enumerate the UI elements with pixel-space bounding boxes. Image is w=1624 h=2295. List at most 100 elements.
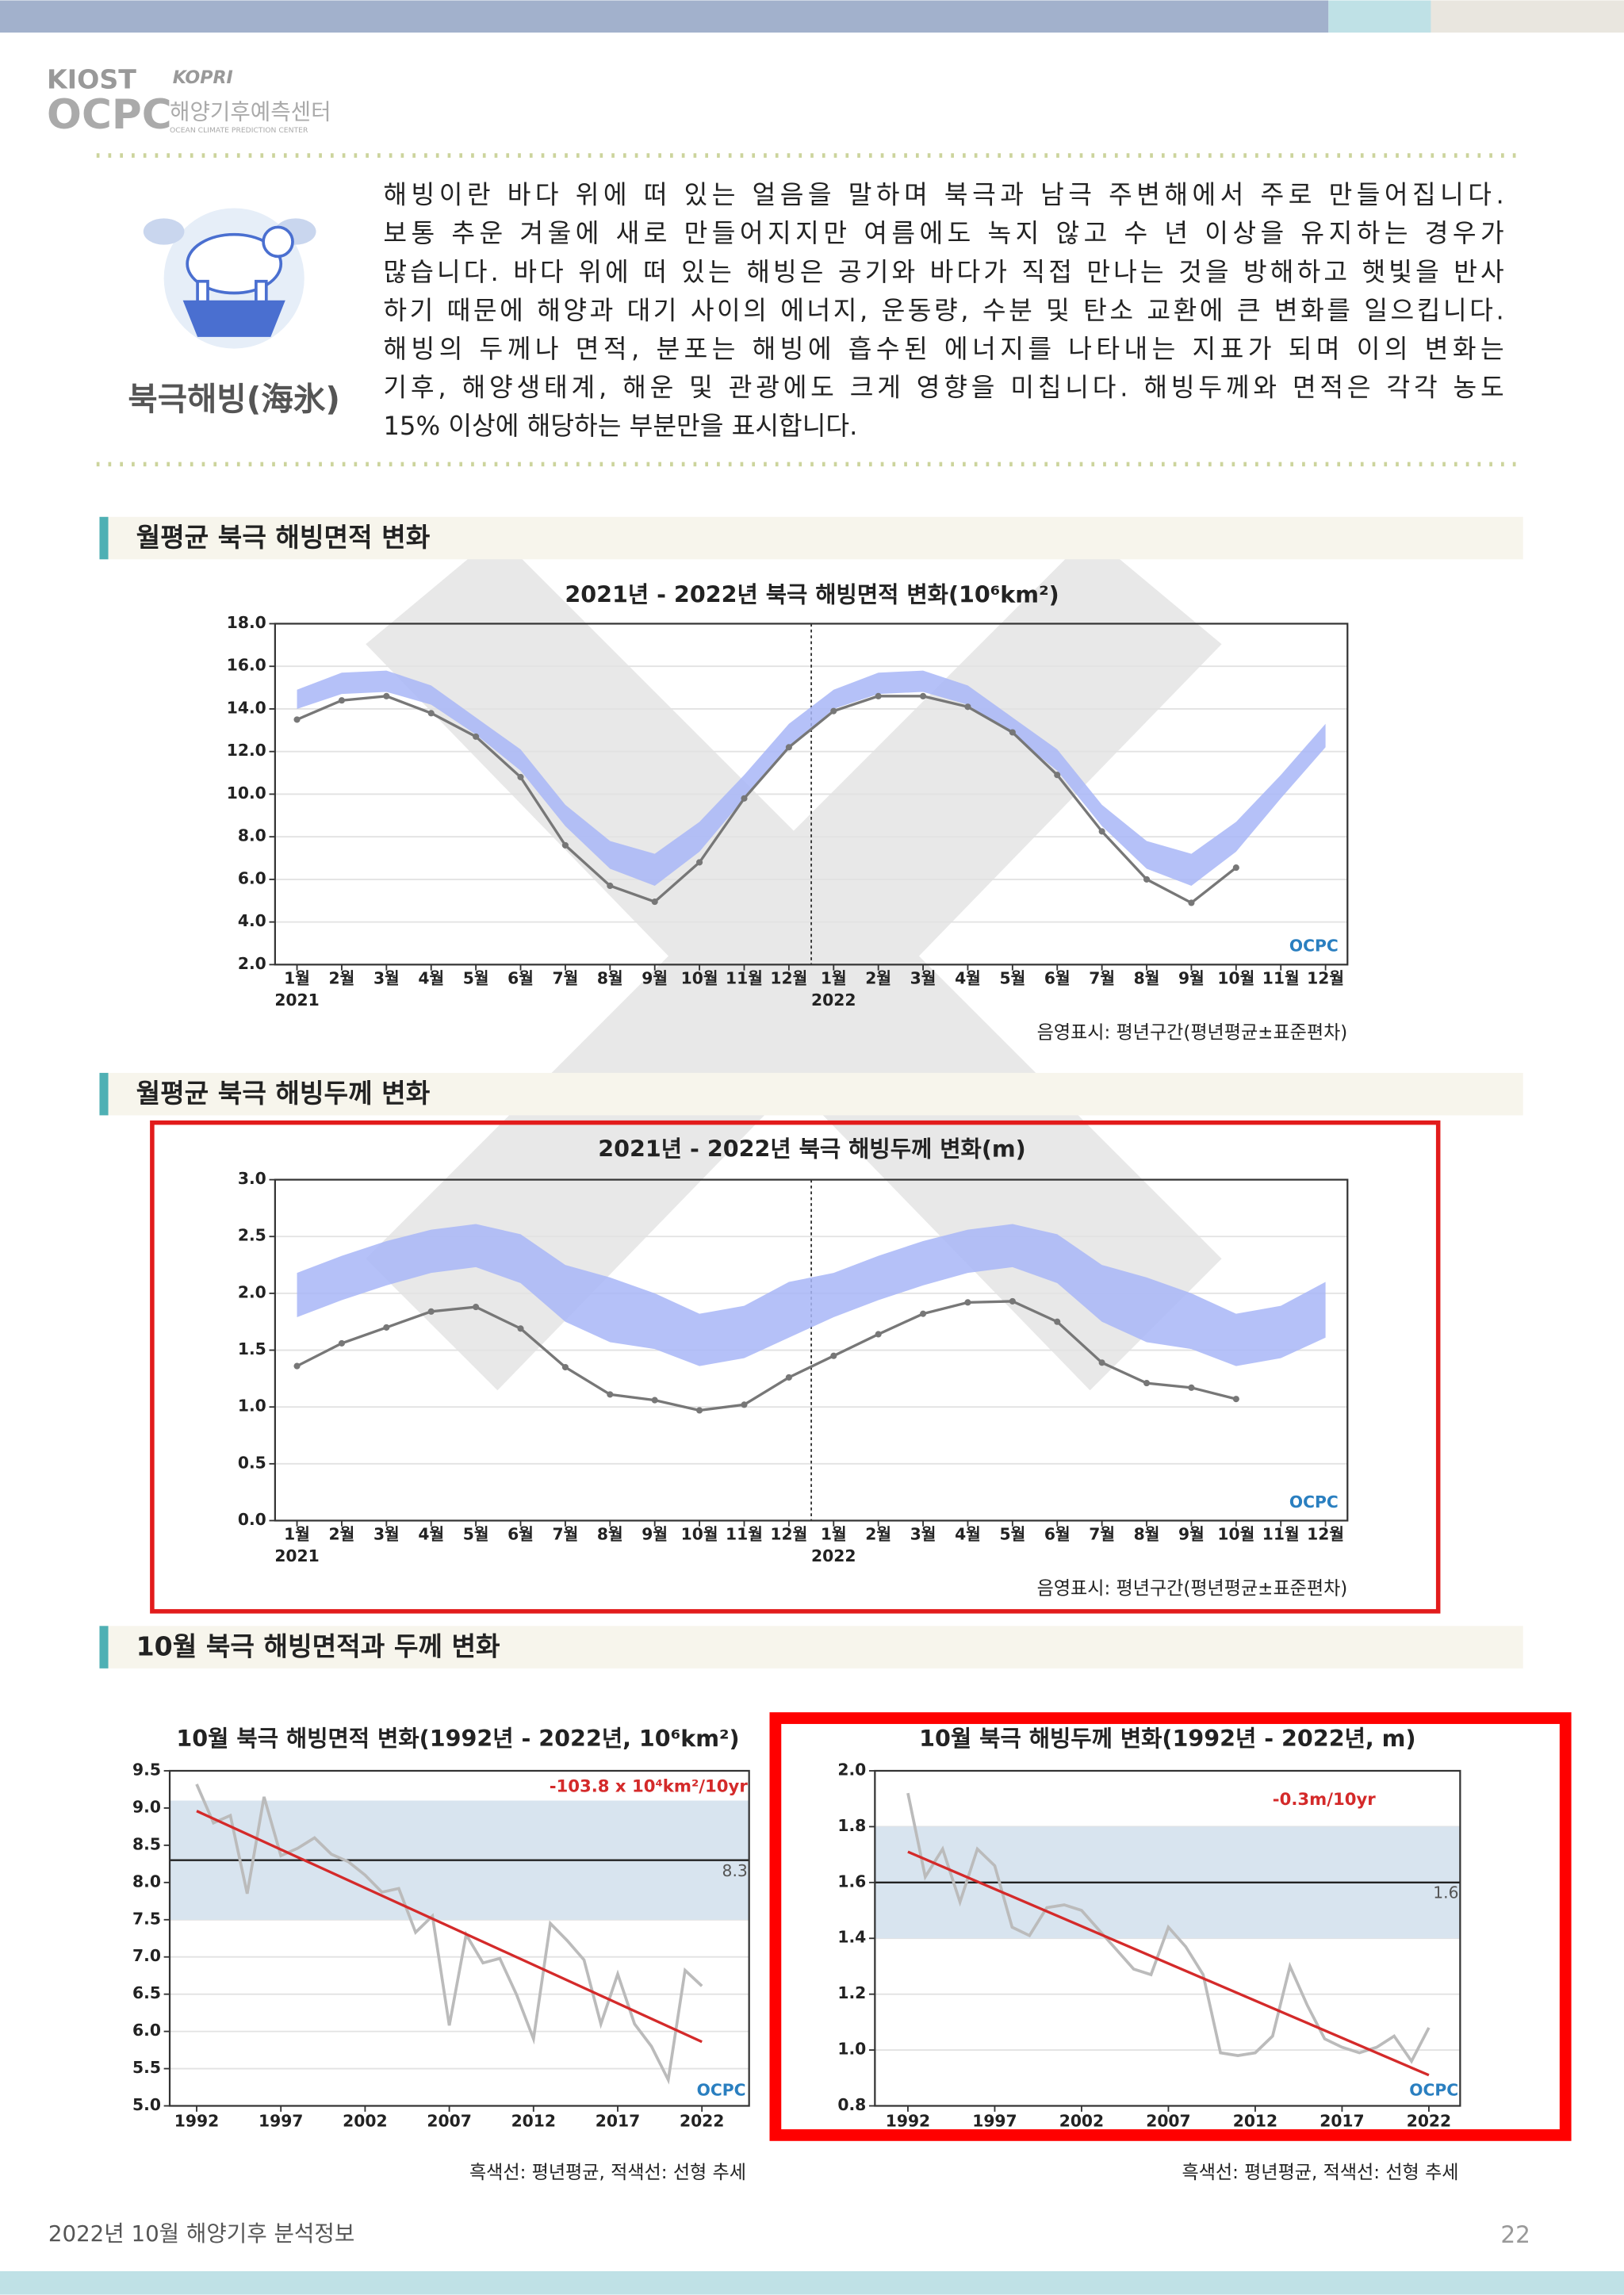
section-title: 월평균 북극 해빙두께 변화 — [136, 1078, 431, 1109]
data-line — [906, 1792, 1431, 2064]
x-tick-label: 8월 — [597, 968, 623, 987]
section-marker — [99, 1626, 109, 1669]
year-label: 2021 — [274, 1546, 319, 1565]
year-label: 2022 — [811, 990, 856, 1010]
x-tick-label: 7월 — [553, 968, 579, 987]
data-point — [1054, 1318, 1061, 1325]
logo-text: OCPC — [47, 91, 172, 139]
data-point — [561, 841, 569, 849]
chart-logo: OCPC — [1409, 2081, 1458, 2100]
top-bar — [1431, 0, 1624, 33]
data-point — [293, 1362, 301, 1370]
section-title: 월평균 북극 해빙면적 변화 — [136, 522, 431, 553]
y-tick-label: 7.5 — [132, 1909, 161, 1928]
x-tick-label: 4월 — [418, 1524, 444, 1543]
data-point — [338, 1339, 345, 1347]
data-point — [517, 773, 524, 780]
section-marker — [99, 516, 109, 560]
y-tick-label: 1.5 — [238, 1339, 266, 1358]
data-point — [920, 692, 927, 699]
data-point — [607, 882, 614, 890]
data-point — [875, 1331, 882, 1338]
x-tick-label: 5월 — [999, 1524, 1025, 1543]
section-bg — [99, 1626, 1523, 1669]
intro-text: 해빙이란 바다 위에 떠 있는 얼음을 말하며 북극과 남극 주변해에서 주로 … — [383, 180, 1503, 441]
x-tick-label: 3월 — [373, 1524, 400, 1543]
trend-line — [907, 1850, 1430, 2077]
y-tick-label: 6.0 — [132, 2021, 161, 2040]
chart-title: 2021년 - 2022년 북극 해빙면적 변화(10⁶km²) — [565, 580, 1059, 607]
y-tick-label: 0.0 — [238, 1510, 266, 1529]
normal-band — [297, 670, 1326, 886]
intro-line: 해빙이란 바다 위에 떠 있는 얼음을 말하며 북극과 남극 주변해에서 주로 … — [383, 180, 1503, 210]
mean-label: 8.3 — [722, 1861, 748, 1880]
chart-logo: OCPC — [1289, 1492, 1339, 1511]
plot-frame — [168, 1769, 750, 2107]
y-tick-label: 7.0 — [132, 1946, 161, 1965]
y-tick-label: 1.0 — [238, 1397, 266, 1416]
x-tick-label: 2월 — [329, 1524, 355, 1543]
intro-line: 하기 때문에 해양과 대기 사이의 에너지, 운동량, 수분 및 탄소 교환에 … — [383, 295, 1503, 325]
x-tick-label: 1992 — [886, 2111, 930, 2130]
data-line — [296, 695, 1237, 905]
mean-label: 1.6 — [1433, 1883, 1458, 1902]
data-point — [696, 859, 703, 866]
y-tick-label: 5.5 — [132, 2058, 161, 2077]
data-point — [383, 692, 390, 699]
intro-line: 보통 추운 겨울에 새로 만들어지지만 여름에도 녹지 않고 수 년 이상을 유… — [383, 218, 1503, 248]
y-tick-label: 18.0 — [227, 613, 266, 632]
data-point — [1232, 864, 1239, 872]
x-tick-label: 5월 — [999, 968, 1025, 987]
x-tick-label: 8월 — [1134, 1524, 1160, 1543]
y-tick-label: 8.5 — [132, 1834, 161, 1853]
watermark-x — [366, 534, 1222, 1391]
y-tick-label: 1.0 — [837, 2040, 866, 2059]
y-tick-label: 9.0 — [132, 1797, 161, 1816]
intro-line: 해빙의 두께나 면적, 분포는 해빙에 흡수된 에너지를 나타내는 지표가 되며… — [383, 334, 1503, 364]
data-point — [651, 1397, 658, 1404]
x-tick-label: 2월 — [329, 968, 355, 987]
polar-bear-icon — [143, 208, 316, 349]
footer-text: 2022년 10월 해양기후 분석정보 — [48, 2220, 354, 2247]
x-tick-label: 5월 — [463, 968, 489, 987]
x-tick-label: 7월 — [1089, 1524, 1115, 1543]
x-tick-label: 2017 — [596, 2111, 640, 2130]
x-tick-label: 11월 — [1262, 1524, 1300, 1543]
chart-title: 10월 북극 해빙면적 변화(1992년 - 2022년, 10⁶km²) — [176, 1725, 739, 1752]
data-line — [195, 1784, 703, 2085]
chart-note: 음영표시: 평년구간(평년평균±표준편차) — [1037, 1023, 1348, 1044]
y-tick-label: 1.8 — [837, 1816, 866, 1835]
chart-note: 음영표시: 평년구간(평년평균±표준편차) — [1037, 1579, 1348, 1600]
x-tick-label: 2012 — [511, 2111, 556, 2130]
y-tick-label: 1.6 — [837, 1872, 866, 1891]
trend-annotation: -0.3m/10yr — [1273, 1790, 1377, 1810]
chart-title: 10월 북극 해빙두께 변화(1992년 - 2022년, m) — [919, 1725, 1415, 1752]
highlight-box — [150, 1120, 1441, 1614]
x-tick-label: 12월 — [770, 968, 807, 987]
data-point — [427, 710, 435, 717]
data-point — [785, 744, 792, 751]
x-tick-label: 11월 — [726, 968, 763, 987]
data-point — [1143, 875, 1151, 883]
x-tick-label: 4월 — [955, 968, 981, 987]
x-tick-label: 2월 — [865, 1524, 891, 1543]
x-tick-label: 1997 — [259, 2111, 303, 2130]
x-tick-label: 2007 — [1146, 2111, 1190, 2130]
data-point — [383, 1324, 390, 1331]
logo-text: KIOST — [47, 63, 136, 94]
highlight-box — [769, 1712, 1572, 2141]
x-tick-label: 9월 — [1178, 968, 1205, 987]
data-point — [964, 703, 971, 711]
chart-logo: OCPC — [1289, 937, 1339, 956]
y-tick-label: 1.4 — [837, 1928, 866, 1947]
plot-frame — [274, 623, 1349, 966]
x-tick-label: 6월 — [508, 968, 534, 987]
x-tick-label: 2012 — [1233, 2111, 1277, 2130]
section-title: 10월 북극 해빙면적과 두께 변화 — [136, 1631, 500, 1662]
y-tick-label: 2.0 — [837, 1760, 866, 1779]
y-tick-label: 2.0 — [238, 954, 266, 973]
y-tick-label: 16.0 — [227, 656, 266, 675]
x-tick-label: 4월 — [418, 968, 444, 987]
data-point — [561, 1363, 569, 1371]
y-tick-label: 12.0 — [227, 741, 266, 760]
